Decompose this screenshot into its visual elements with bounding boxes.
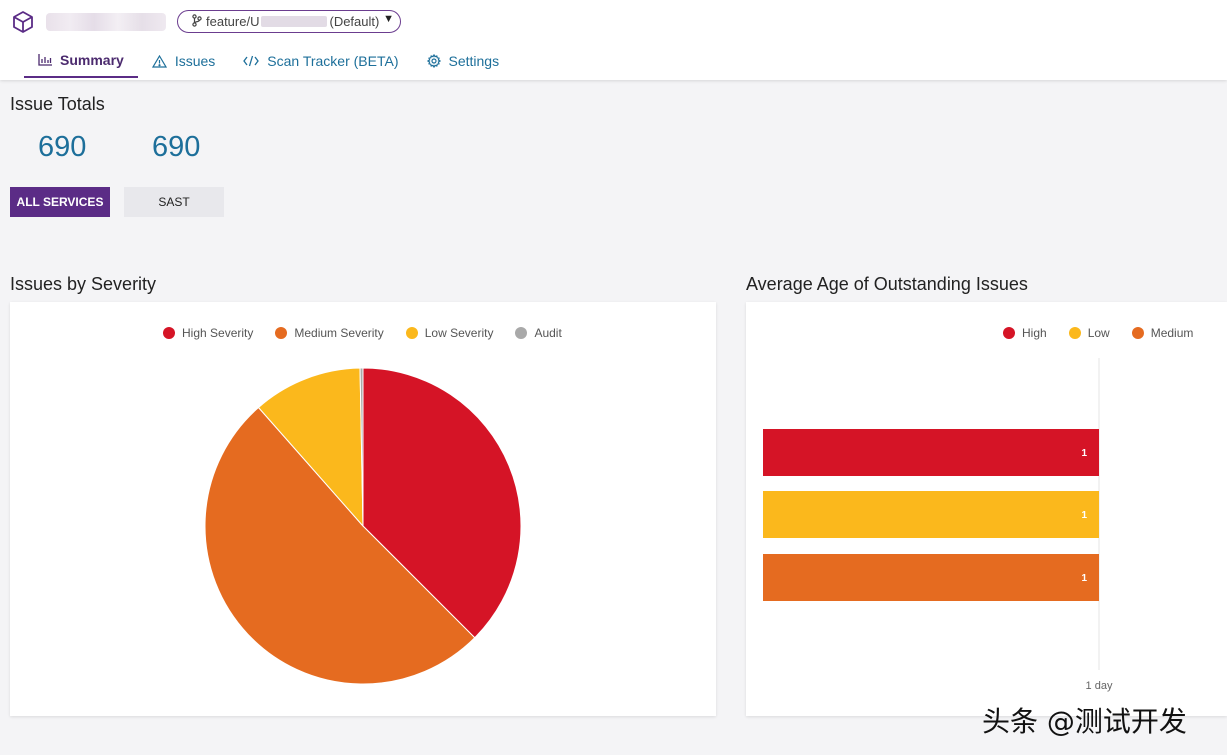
pie-slice-medium-severity[interactable] (204, 406, 476, 685)
legend-dot (1131, 327, 1144, 339)
chevron-down-icon: ▼ (383, 13, 394, 25)
pie-slice-high-severity[interactable] (362, 367, 522, 639)
age-legend: High Low Medium (1003, 326, 1193, 340)
issue-totals-title: Issue Totals (10, 94, 105, 114)
legend-label: Low Severity (424, 326, 494, 340)
branch-selector[interactable]: feature/U (Default) ▼ (177, 10, 401, 33)
legend-item-low[interactable]: Low (1068, 326, 1110, 340)
legend-dot (163, 327, 175, 339)
pie-slice-low-severity[interactable] (257, 367, 364, 528)
legend-item-audit[interactable]: Audit (515, 326, 562, 340)
severity-chart-title: Issues by Severity (10, 274, 157, 294)
project-name-redacted (46, 13, 166, 31)
bar-medium[interactable] (763, 554, 1099, 601)
tab-scan-tracker[interactable]: Scan Tracker (BETA) (229, 44, 412, 78)
watermark: 头条 @测试开发 (982, 705, 1187, 738)
top-bar: feature/U (Default) ▼ Summary Issues (0, 0, 1227, 80)
legend-dot (515, 327, 528, 339)
legend-item-high[interactable]: High (1003, 326, 1047, 340)
gear-icon (426, 54, 441, 68)
tab-bar: Summary Issues Scan Tracker (BETA) (24, 44, 513, 78)
tab-label: Summary (60, 52, 124, 68)
bar-data-label: 1 (1081, 573, 1087, 584)
legend-label: High Severity (182, 326, 254, 340)
legend-item-medium[interactable]: Medium (1131, 326, 1194, 340)
bar-chart-icon (38, 54, 52, 66)
code-icon (243, 55, 260, 67)
all-services-button[interactable]: ALL SERVICES (10, 187, 110, 217)
branch-default-label: (Default) (329, 14, 380, 29)
x-tick-label: 1 day (1086, 680, 1113, 692)
legend-item-high[interactable]: High Severity (163, 326, 253, 340)
age-chart-title: Average Age of Outstanding Issues (746, 274, 1028, 294)
legend-dot (1068, 327, 1081, 339)
age-bar-chart: 1 1 1 1 day (763, 358, 1113, 692)
legend-dot (405, 327, 418, 339)
warning-icon (151, 54, 167, 68)
total-sast: 690 (152, 131, 201, 163)
severity-chart-card: High Severity Medium Severity Low Severi… (10, 302, 716, 716)
legend-label: Medium Severity (294, 326, 384, 340)
tab-label: Issues (174, 53, 216, 69)
branch-name-redacted (261, 16, 328, 27)
severity-legend: High Severity Medium Severity Low Severi… (163, 326, 584, 340)
bar-data-label: 1 (1081, 510, 1087, 521)
tab-settings[interactable]: Settings (413, 44, 514, 78)
legend-label: High (1022, 326, 1047, 340)
legend-label: Low (1087, 326, 1110, 340)
tab-label: Settings (448, 53, 500, 69)
bar-low[interactable] (763, 491, 1099, 538)
legend-dot (1003, 327, 1015, 339)
severity-pie-chart (204, 367, 522, 685)
tab-label: Scan Tracker (BETA) (267, 53, 399, 69)
sast-button[interactable]: SAST (124, 187, 224, 217)
cube-icon[interactable] (11, 10, 35, 34)
bar-high[interactable] (763, 429, 1099, 476)
bar-data-label: 1 (1081, 448, 1087, 459)
branch-name-prefix: feature/U (206, 14, 260, 29)
tab-issues[interactable]: Issues (138, 44, 229, 78)
age-chart-card: High Low Medium 1 1 1 1 day (746, 302, 1227, 716)
issue-totals: 690 690 (38, 131, 266, 164)
legend-dot (275, 327, 288, 339)
pie-slice-audit[interactable] (359, 367, 364, 527)
legend-label: Medium (1150, 326, 1194, 340)
total-all-services: 690 (38, 131, 87, 163)
legend-item-low[interactable]: Low Severity (405, 326, 494, 340)
tab-summary[interactable]: Summary (24, 44, 138, 78)
legend-label: Audit (534, 326, 562, 340)
legend-item-medium[interactable]: Medium Severity (275, 326, 384, 340)
branch-icon (192, 13, 202, 30)
